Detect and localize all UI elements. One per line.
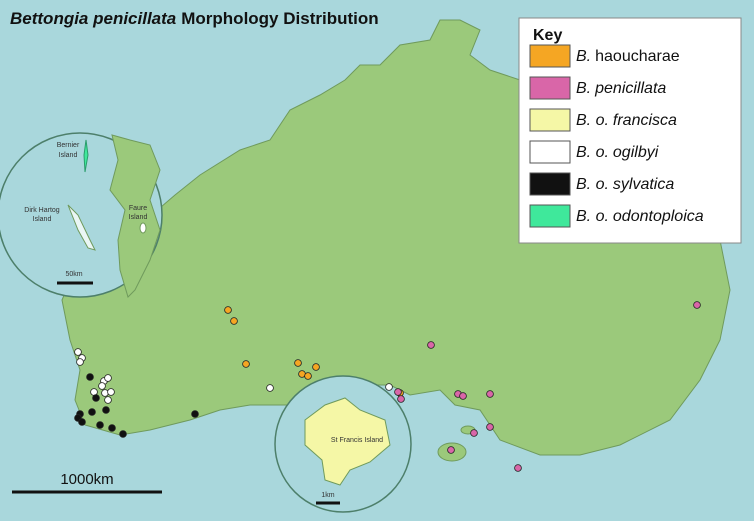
sighting (385, 383, 393, 391)
inset-label: Dirk Hartog (24, 207, 60, 214)
legend-label: B. o. ogilbyi (576, 144, 659, 161)
sighting (96, 421, 104, 429)
sighting (397, 395, 405, 403)
st-francis (304, 397, 391, 486)
sighting (486, 423, 494, 431)
legend-prefix: B. (576, 80, 591, 97)
sighting (230, 317, 238, 325)
inset-label: Faure (129, 205, 147, 212)
legend-name: sylvatica (613, 176, 674, 193)
legend-name: ogilbyi (613, 144, 659, 161)
legend-name: odontoploica (613, 208, 704, 225)
sighting (447, 446, 455, 454)
bernier (83, 139, 89, 173)
sighting (104, 374, 112, 382)
sighting (92, 394, 100, 402)
sighting (394, 388, 402, 396)
sighting (76, 358, 84, 366)
inset-label: Island (129, 214, 148, 221)
legend-label: B. o. odontoploica (576, 208, 704, 225)
sighting (224, 306, 232, 314)
sighting (266, 384, 274, 392)
inset-label: Island (59, 152, 78, 159)
legend-swatch (529, 172, 571, 196)
legend-swatch (529, 76, 571, 100)
sighting (304, 372, 312, 380)
sighting (693, 301, 701, 309)
legend-name: haoucharae (595, 48, 680, 65)
sighting (98, 382, 106, 390)
faure (139, 222, 147, 234)
title: Bettongia penicillata Morphology Distribu… (10, 9, 379, 28)
legend-swatch (529, 44, 571, 68)
legend-swatch (529, 204, 571, 228)
sighting (312, 363, 320, 371)
sighting (78, 418, 86, 426)
legend-label: B. penicillata (576, 80, 666, 97)
inset-scale: 50km (65, 271, 82, 278)
legend-prefix: B. o. (576, 208, 609, 225)
sighting (119, 430, 127, 438)
legend-prefix: B. (576, 48, 591, 65)
sighting (294, 359, 302, 367)
inset-label: St Francis Island (331, 437, 383, 444)
title-italic: Bettongia penicillata (10, 9, 176, 28)
legend-label: B. o. sylvatica (576, 176, 674, 193)
sighting (102, 406, 110, 414)
legend-title: Key (533, 27, 562, 44)
scale-label: 1000km (60, 471, 113, 488)
legend-prefix: B. o. (576, 112, 609, 129)
sighting (88, 408, 96, 416)
inset-land (109, 134, 161, 298)
sighting (191, 410, 199, 418)
sighting (470, 429, 478, 437)
inset-label: Bernier (57, 142, 80, 149)
legend-prefix: B. o. (576, 176, 609, 193)
legend-swatch (529, 108, 571, 132)
inset-label: Island (33, 216, 52, 223)
sighting (86, 373, 94, 381)
sighting (486, 390, 494, 398)
legend-prefix: B. o. (576, 144, 609, 161)
sighting (108, 424, 116, 432)
dirk-hartog (67, 204, 96, 251)
sighting (427, 341, 435, 349)
sighting (242, 360, 250, 368)
sightings (74, 301, 701, 472)
legend-label: B. haoucharae (576, 48, 680, 65)
legend-swatch (529, 140, 571, 164)
legend-name: penicillata (594, 80, 666, 97)
sighting (459, 392, 467, 400)
sighting (74, 348, 82, 356)
title-rest: Morphology Distribution (181, 9, 378, 28)
sighting (107, 388, 115, 396)
sighting (514, 464, 522, 472)
legend-label: B. o. francisca (576, 112, 677, 129)
sighting (104, 396, 112, 404)
inset-scale: 1km (321, 492, 334, 499)
legend-name: francisca (613, 112, 677, 129)
